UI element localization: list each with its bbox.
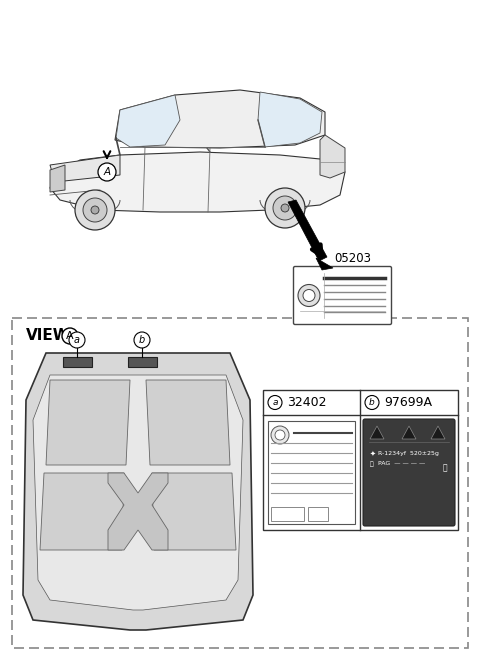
Circle shape	[365, 396, 379, 409]
Circle shape	[275, 430, 285, 440]
Text: VIEW: VIEW	[26, 328, 71, 344]
Polygon shape	[316, 258, 333, 270]
FancyBboxPatch shape	[363, 419, 455, 526]
Text: 32402: 32402	[287, 396, 326, 409]
FancyBboxPatch shape	[12, 318, 468, 648]
FancyBboxPatch shape	[263, 390, 458, 530]
Polygon shape	[288, 200, 327, 261]
Text: PAG  — — — —: PAG — — — —	[378, 461, 425, 466]
Polygon shape	[33, 375, 243, 610]
Polygon shape	[152, 473, 236, 550]
Circle shape	[273, 196, 297, 220]
FancyBboxPatch shape	[128, 357, 156, 367]
Text: b: b	[139, 335, 145, 345]
FancyBboxPatch shape	[293, 267, 392, 325]
Text: b: b	[369, 398, 375, 407]
Polygon shape	[108, 473, 168, 550]
Circle shape	[298, 284, 320, 307]
Polygon shape	[46, 380, 130, 465]
Circle shape	[281, 204, 289, 212]
FancyBboxPatch shape	[308, 507, 328, 521]
FancyBboxPatch shape	[268, 421, 355, 524]
Polygon shape	[431, 426, 445, 439]
Text: ✦: ✦	[370, 451, 376, 457]
Polygon shape	[116, 95, 180, 147]
Circle shape	[268, 396, 282, 409]
Polygon shape	[50, 152, 345, 212]
FancyBboxPatch shape	[271, 507, 304, 521]
Text: A: A	[66, 331, 74, 341]
Polygon shape	[370, 426, 384, 439]
Polygon shape	[115, 90, 325, 148]
FancyBboxPatch shape	[62, 357, 92, 367]
Circle shape	[265, 188, 305, 228]
Polygon shape	[258, 92, 322, 147]
Circle shape	[271, 426, 289, 444]
Polygon shape	[40, 473, 124, 550]
Polygon shape	[50, 165, 65, 192]
Text: a: a	[74, 335, 80, 345]
Circle shape	[303, 290, 315, 302]
Circle shape	[83, 198, 107, 222]
Text: A: A	[103, 167, 110, 177]
Text: 05203: 05203	[334, 252, 371, 265]
Polygon shape	[146, 380, 230, 465]
Circle shape	[75, 190, 115, 230]
Text: a: a	[272, 398, 278, 407]
Polygon shape	[320, 135, 345, 178]
Text: R-1234yf  520±25g: R-1234yf 520±25g	[378, 451, 439, 456]
Circle shape	[69, 332, 85, 348]
Text: 97699A: 97699A	[384, 396, 432, 409]
Polygon shape	[23, 353, 253, 630]
Polygon shape	[402, 426, 416, 439]
Circle shape	[91, 206, 99, 214]
Text: ⛽: ⛽	[370, 461, 374, 466]
Circle shape	[62, 328, 78, 344]
Circle shape	[134, 332, 150, 348]
Polygon shape	[50, 155, 120, 182]
Circle shape	[98, 163, 116, 181]
Text: Ⓗ: Ⓗ	[443, 463, 447, 472]
